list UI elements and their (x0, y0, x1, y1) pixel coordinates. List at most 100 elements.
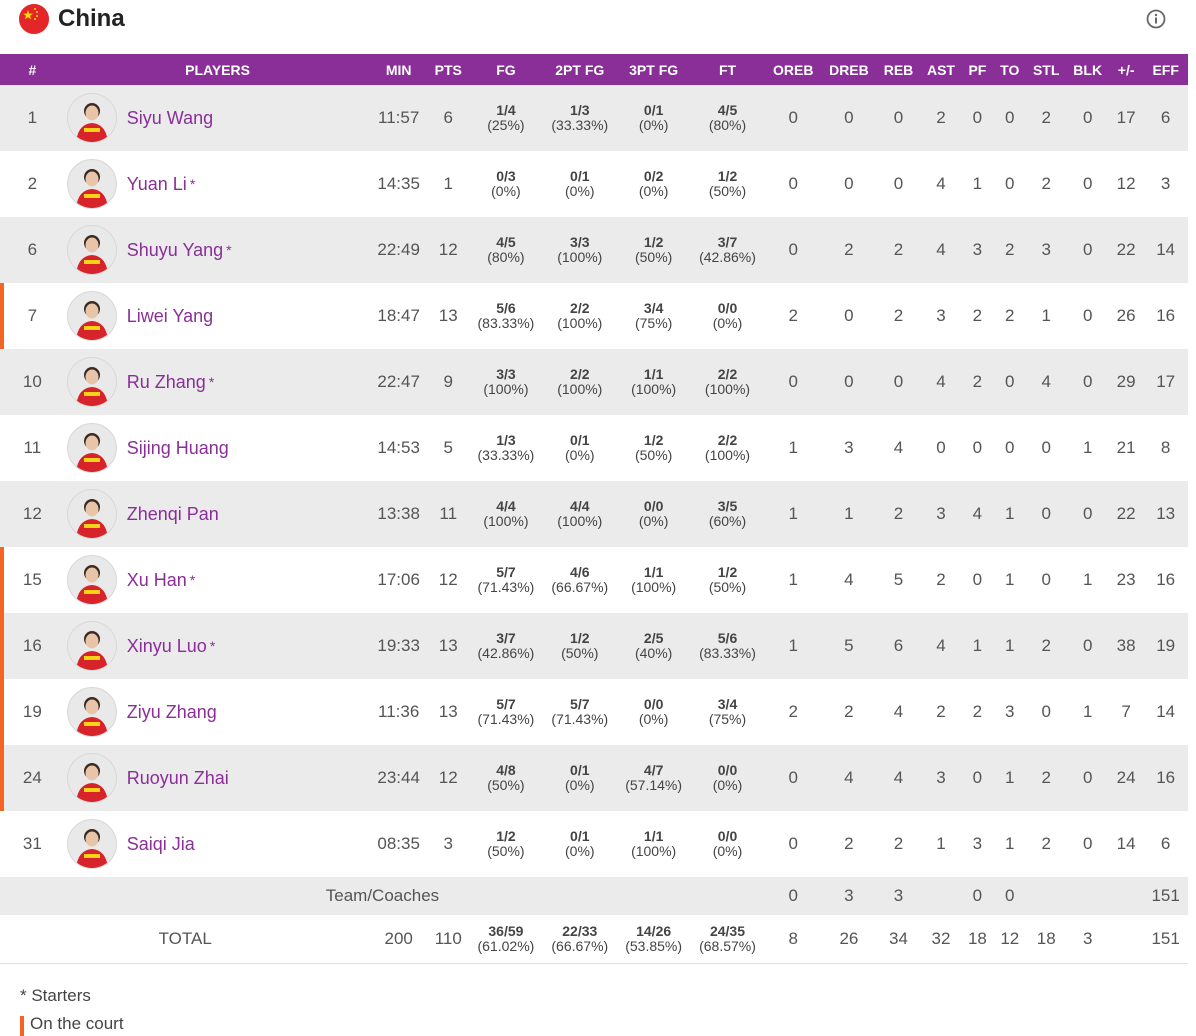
col-header-oreb[interactable]: OREB (764, 54, 822, 85)
player-avatar[interactable] (66, 489, 117, 539)
player-cell: Zhenqi Pan (64, 481, 371, 547)
turnovers: 1 (993, 811, 1026, 877)
turnovers: 2 (993, 217, 1026, 283)
player-avatar[interactable] (66, 621, 117, 671)
three-point-fg-pct: (100%) (631, 579, 677, 595)
player-cell: Yuan Li * (64, 151, 371, 217)
player-avatar[interactable] (66, 357, 117, 407)
assists: 1 (920, 811, 962, 877)
total-row: TOTAL 200 110 36/59 (61.02%) 22/33 (66.67%) 14/… (0, 915, 1188, 964)
total-label: TOTAL (0, 915, 371, 964)
col-header-eff[interactable]: EFF (1143, 54, 1188, 85)
three-point-fg-pct: (100%) (631, 843, 677, 859)
col-header-pf[interactable]: PF (961, 54, 994, 85)
turnovers: 1 (993, 613, 1026, 679)
two-point-fg-pct: (71.43%) (551, 711, 609, 727)
col-header-2pt-fg[interactable]: 2PT FG (542, 54, 618, 85)
info-icon[interactable] (1146, 9, 1166, 29)
assists: 4 (920, 217, 962, 283)
player-avatar[interactable] (66, 159, 117, 209)
col-header-pts[interactable]: PTS (427, 54, 470, 85)
player-avatar[interactable] (66, 423, 117, 473)
col-header-blk[interactable]: BLK (1066, 54, 1109, 85)
col-header-ft[interactable]: FT (690, 54, 765, 85)
player-name-link[interactable]: Xu Han (126, 569, 187, 590)
turnovers: 0 (993, 151, 1026, 217)
col-header-min[interactable]: MIN (370, 54, 427, 85)
player-name-link[interactable]: Zhenqi Pan (126, 503, 219, 524)
team-blocks (1066, 877, 1109, 915)
turnovers: 1 (993, 745, 1026, 811)
player-name-link[interactable]: Ziyu Zhang (126, 701, 217, 722)
starter-marker: * (189, 572, 196, 588)
col-header-to[interactable]: TO (993, 54, 1026, 85)
col-header-dreb[interactable]: DREB (821, 54, 877, 85)
player-avatar[interactable] (66, 291, 117, 341)
assists: 2 (920, 85, 962, 151)
blocks: 1 (1066, 547, 1109, 613)
points: 13 (427, 613, 470, 679)
col-header-number[interactable]: # (0, 54, 65, 85)
field-goals: 1/3 (33.33%) (469, 415, 543, 481)
col-header-reb[interactable]: REB (876, 54, 921, 85)
three-point-fg-made: 4/7 (643, 762, 664, 778)
steals: 2 (1025, 811, 1067, 877)
col-header-players[interactable]: PLAYERS (64, 54, 371, 85)
team-coaches-row: Team/Coaches 0 3 3 0 0 151 (0, 877, 1188, 915)
free-throws: 3/4 (75%) (690, 679, 765, 745)
player-name-link[interactable]: Saiqi Jia (126, 833, 195, 854)
player-number-label: 11 (23, 438, 42, 457)
plus-minus: 22 (1108, 217, 1144, 283)
minutes: 22:47 (370, 349, 427, 415)
blocks: 0 (1066, 151, 1109, 217)
player-avatar[interactable] (66, 753, 117, 803)
col-header-plus-minus[interactable]: +/- (1108, 54, 1144, 85)
three-point-fg-made: 0/1 (643, 102, 664, 118)
three-point-fg-made: 1/1 (643, 828, 664, 844)
three-point-fg: 0/0 (0%) (617, 679, 691, 745)
col-header-ast[interactable]: AST (920, 54, 962, 85)
two-point-fg-made: 1/2 (570, 630, 590, 646)
player-name-link[interactable]: Shuyu Yang (126, 239, 224, 260)
player-name-link[interactable]: Ru Zhang (126, 371, 206, 392)
player-name-link[interactable]: Yuan Li (126, 173, 187, 194)
field-goals-made: 5/7 (496, 696, 516, 712)
player-name-link[interactable]: Sijing Huang (126, 437, 229, 458)
personal-fouls: 1 (961, 613, 994, 679)
free-throws-made: 3/4 (717, 696, 738, 712)
personal-fouls: 0 (961, 415, 994, 481)
plus-minus: 23 (1108, 547, 1144, 613)
player-avatar[interactable] (66, 819, 117, 869)
total-free-throws-pct: (68.57%) (699, 938, 756, 954)
player-name-link[interactable]: Siyu Wang (126, 107, 214, 128)
player-name-link[interactable]: Xinyu Luo (126, 635, 207, 656)
free-throws: 0/0 (0%) (690, 745, 765, 811)
free-throws-made: 2/2 (717, 432, 738, 448)
player-name-link[interactable]: Ruoyun Zhai (126, 767, 229, 788)
defensive-rebounds: 4 (821, 547, 877, 613)
player-avatar[interactable] (66, 687, 117, 737)
player-row: 11 Sijing Huang 14:53 5 1/3 (33.33%) 0/1 (0%) 1/… (0, 415, 1188, 481)
player-avatar[interactable] (66, 555, 117, 605)
player-avatar[interactable] (66, 93, 117, 143)
points: 12 (427, 217, 470, 283)
field-goals-pct: (0%) (491, 183, 521, 199)
col-header-stl[interactable]: STL (1025, 54, 1067, 85)
points: 11 (427, 481, 470, 547)
free-throws: 3/5 (60%) (690, 481, 765, 547)
total-steals: 18 (1025, 915, 1067, 964)
field-goals: 1/2 (50%) (469, 811, 543, 877)
efficiency: 8 (1143, 415, 1188, 481)
player-avatar[interactable] (66, 225, 117, 275)
points: 6 (427, 85, 470, 151)
offensive-rebounds: 0 (764, 745, 822, 811)
personal-fouls: 4 (961, 481, 994, 547)
two-point-fg: 5/7 (71.43%) (542, 679, 618, 745)
turnovers: 0 (993, 415, 1026, 481)
player-name-link[interactable]: Liwei Yang (126, 305, 214, 326)
col-header-fg[interactable]: FG (469, 54, 543, 85)
table-header-row: # PLAYERS MIN PTS FG 2PT FG 3PT FG FT OREB DREB RE… (0, 54, 1188, 85)
team-efficiency: 151 (1143, 877, 1188, 915)
col-header-3pt-fg[interactable]: 3PT FG (617, 54, 691, 85)
two-point-fg: 3/3 (100%) (542, 217, 618, 283)
